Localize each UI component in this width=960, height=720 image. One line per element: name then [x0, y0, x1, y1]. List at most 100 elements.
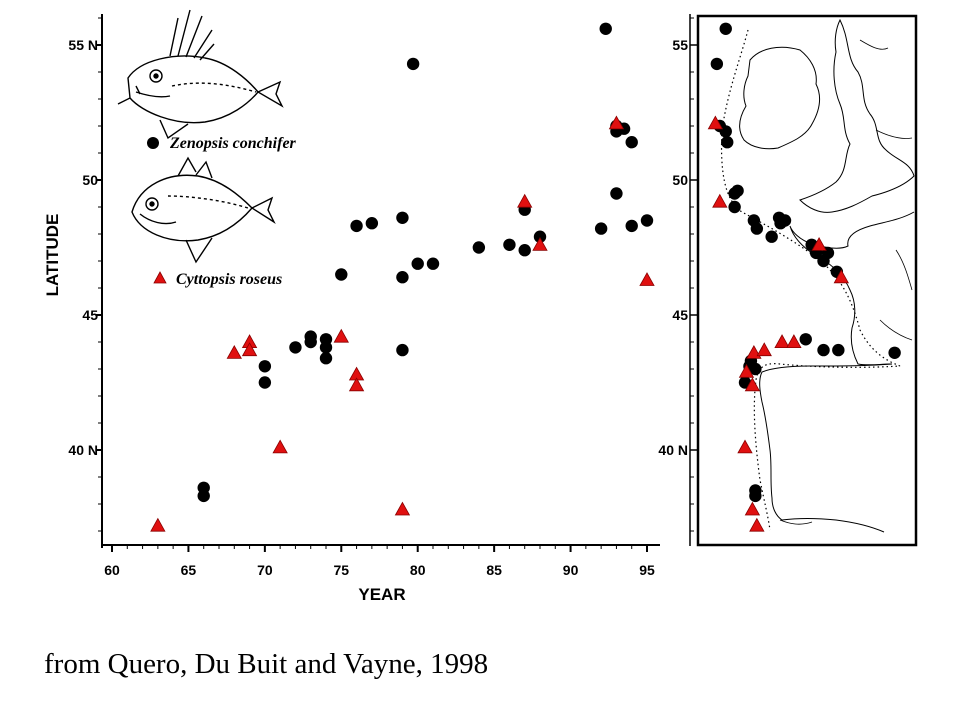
- legend-zenopsis-label: Zenopsis conchifer: [169, 135, 297, 152]
- cyttopsis-point: [272, 439, 288, 454]
- zenopsis-point: [304, 335, 317, 349]
- map-latitude-label: 40 N: [658, 442, 688, 458]
- zenopsis-point: [289, 341, 302, 354]
- map-latitude-ticks: 40 N 45 50 55: [658, 17, 698, 532]
- britain-coastline: [799, 18, 915, 213]
- map-latitude-label: 50: [672, 172, 688, 188]
- zenopsis-point: [625, 219, 638, 233]
- map-cyttopsis-point: [811, 236, 827, 251]
- zenopsis-point: [426, 257, 440, 270]
- atlantic-coast-map: 40 N 45 50 55: [658, 14, 918, 547]
- zenopsis-point: [319, 352, 333, 365]
- zenopsis-point: [396, 211, 409, 224]
- map-zenopsis-point: [719, 125, 732, 138]
- zenopsis-point: [197, 489, 210, 503]
- cyttopsis-point: [226, 344, 242, 359]
- zenopsis-point: [533, 230, 547, 243]
- map-cyttopsis-point: [786, 334, 802, 349]
- x-tick-label: 90: [563, 562, 579, 578]
- y-tick-label: 40 N: [68, 442, 98, 458]
- legend: Zenopsis conchifer Cyttopsis roseus: [117, 9, 297, 288]
- y-tick-labels: 40 N 45 50 55 N: [68, 37, 102, 458]
- scatter-points: [150, 22, 655, 532]
- zenopsis-point: [411, 257, 424, 270]
- zenopsis-point: [518, 244, 531, 257]
- legend-cyttopsis-marker: [153, 271, 167, 284]
- map-latitude-label: 55: [672, 37, 688, 53]
- cyttopsis-point: [532, 236, 548, 251]
- map-zenopsis-point: [749, 489, 762, 503]
- y-tick-label: 55 N: [68, 37, 98, 53]
- map-cyttopsis-point: [744, 501, 761, 516]
- map-zenopsis-point: [728, 200, 741, 214]
- x-axis-label: YEAR: [358, 585, 405, 604]
- map-cyttopsis-point: [774, 334, 790, 349]
- zenopsis-point: [365, 217, 379, 230]
- iberia-coastline: [759, 363, 893, 533]
- zenopsis-point: [319, 341, 333, 354]
- zenopsis-point: [599, 22, 612, 35]
- zenopsis-point: [640, 214, 654, 227]
- map-points: [707, 22, 901, 532]
- map-zenopsis-point: [750, 222, 764, 235]
- map-cyttopsis-point: [738, 363, 755, 378]
- map-zenopsis-point: [888, 346, 901, 359]
- zenopsis-point: [503, 238, 516, 251]
- x-tick-label: 75: [333, 562, 349, 578]
- shelf-edge-dotted: [720, 29, 901, 531]
- x-tick-label: 85: [486, 562, 502, 578]
- zenopsis-point: [625, 136, 638, 149]
- map-cyttopsis-point: [833, 269, 849, 284]
- y-tick-label: 45: [82, 307, 98, 323]
- map-zenopsis-point: [774, 217, 787, 230]
- cyttopsis-point: [333, 328, 349, 343]
- map-latitude-label: 45: [672, 307, 688, 323]
- cyttopsis-point: [241, 342, 258, 357]
- map-zenopsis-point: [832, 343, 845, 357]
- map-cyttopsis-point: [737, 439, 753, 454]
- source-caption: from Quero, Du Buit and Vayne, 1998: [44, 648, 489, 680]
- x-tick-label: 70: [257, 562, 273, 578]
- zenopsis-fish-drawing: [117, 9, 284, 140]
- map-cyttopsis-point: [756, 342, 772, 357]
- cyttopsis-point: [517, 193, 533, 208]
- x-tick-label: 95: [639, 562, 655, 578]
- zenopsis-point: [396, 271, 409, 284]
- zenopsis-point: [406, 57, 420, 71]
- map-zenopsis-point: [765, 230, 778, 243]
- map-zenopsis-point: [731, 184, 744, 197]
- zenopsis-point: [350, 219, 363, 233]
- cyttopsis-point: [150, 517, 166, 532]
- x-tick-label: 60: [104, 562, 120, 578]
- y-tick-label: 50: [82, 172, 98, 188]
- map-zenopsis-point: [799, 333, 812, 346]
- legend-cyttopsis-label: Cyttopsis roseus: [176, 271, 282, 288]
- zenopsis-point: [258, 376, 272, 389]
- map-zenopsis-point: [710, 57, 724, 71]
- y-axis-label: LATITUDE: [43, 214, 62, 297]
- legend-zenopsis-marker: [147, 137, 159, 149]
- ireland-coastline: [739, 46, 820, 150]
- year-latitude-scatter: 40 N 45 50 55 N 60 65 70 75 80 85 90 95 YEAR LATIT…: [43, 9, 660, 604]
- zenopsis-point: [594, 222, 608, 235]
- cyttopsis-point: [394, 501, 411, 516]
- cyttopsis-point: [639, 272, 655, 286]
- map-cyttopsis-point: [749, 517, 765, 532]
- zenopsis-point: [472, 241, 486, 254]
- zenopsis-point: [335, 268, 348, 281]
- cyttopsis-fish-drawing: [131, 156, 276, 264]
- map-cyttopsis-point: [712, 193, 728, 208]
- cyttopsis-point: [608, 115, 625, 130]
- map-cyttopsis-point: [707, 115, 724, 130]
- map-cyttopsis-point: [744, 377, 761, 392]
- zenopsis-point: [610, 187, 623, 200]
- map-zenopsis-point: [749, 362, 762, 376]
- zenopsis-point: [396, 343, 409, 357]
- x-tick-labels: 60 65 70 75 80 85 90 95: [104, 545, 655, 578]
- map-zenopsis-point: [719, 22, 732, 35]
- map-zenopsis-point: [817, 343, 830, 357]
- map-detail-lines: [779, 39, 913, 525]
- cyttopsis-point: [348, 377, 365, 392]
- map-zenopsis-point: [721, 136, 734, 149]
